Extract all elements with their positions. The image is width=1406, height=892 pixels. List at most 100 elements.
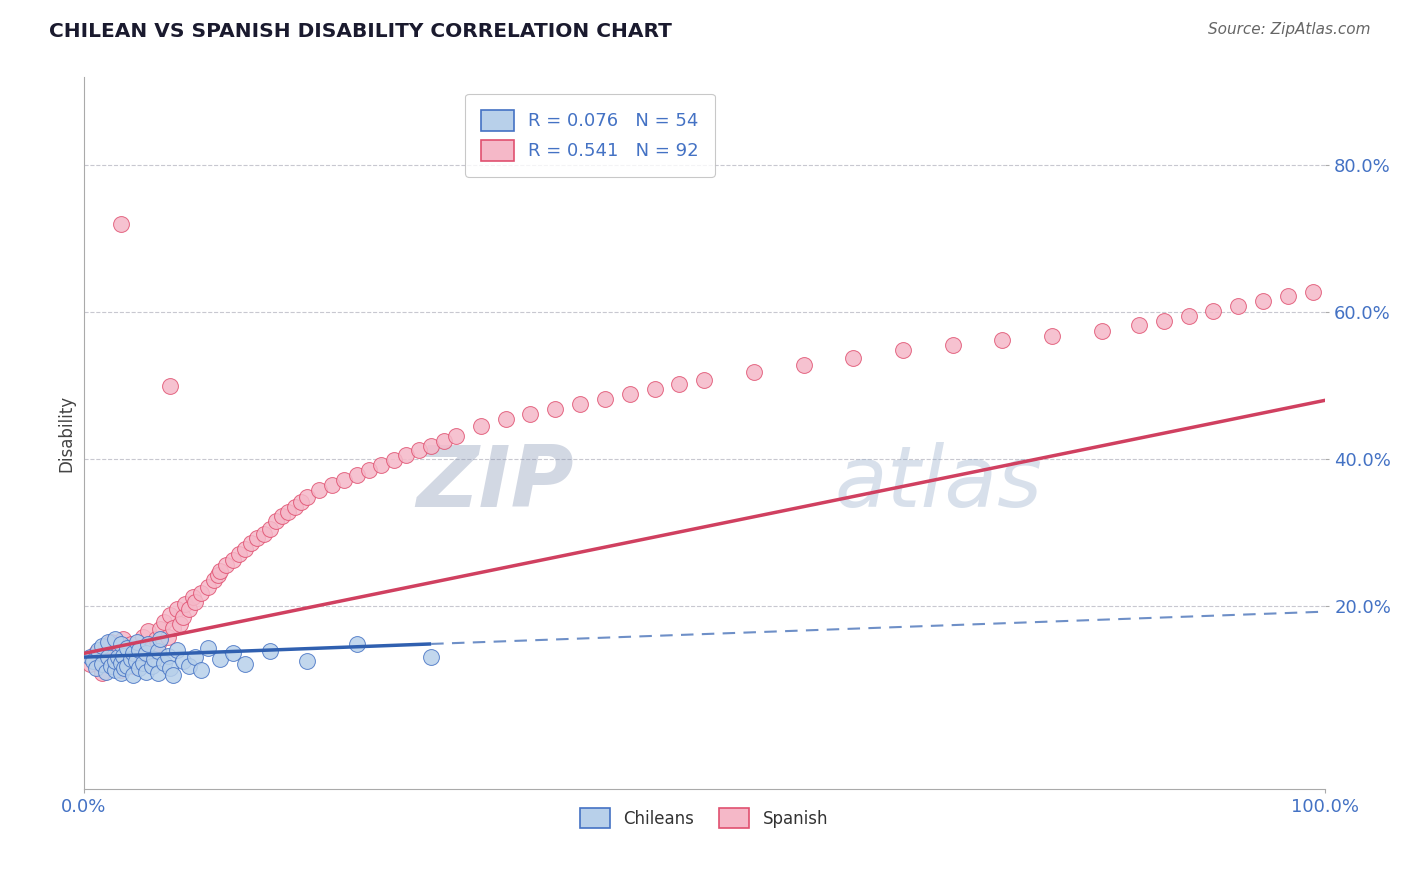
Point xyxy=(321,477,343,491)
Point xyxy=(177,602,200,616)
Point xyxy=(159,661,181,675)
Point xyxy=(190,585,212,599)
Point xyxy=(143,651,166,665)
Point xyxy=(495,411,517,425)
Point xyxy=(215,558,238,573)
Point xyxy=(1302,285,1324,299)
Point xyxy=(156,648,179,663)
Point xyxy=(1251,294,1274,309)
Point xyxy=(122,659,145,673)
Point xyxy=(190,664,212,678)
Point xyxy=(97,650,120,665)
Point xyxy=(110,664,132,678)
Point xyxy=(135,665,157,679)
Point xyxy=(346,637,368,651)
Point xyxy=(136,637,159,651)
Point xyxy=(470,419,492,434)
Point xyxy=(115,659,138,673)
Point xyxy=(100,635,122,649)
Point xyxy=(1277,289,1299,303)
Point xyxy=(619,387,641,401)
Point xyxy=(110,656,132,670)
Point xyxy=(544,402,567,417)
Point xyxy=(172,654,194,668)
Point xyxy=(103,654,125,668)
Point xyxy=(519,407,541,421)
Point xyxy=(153,656,176,670)
Point xyxy=(107,642,129,657)
Point xyxy=(284,500,307,514)
Point xyxy=(420,439,443,453)
Point xyxy=(122,668,145,682)
Point xyxy=(290,494,312,508)
Point xyxy=(172,609,194,624)
Point xyxy=(184,650,207,665)
Point xyxy=(94,665,117,679)
Point xyxy=(166,642,188,657)
Point xyxy=(110,637,132,651)
Text: atlas: atlas xyxy=(835,442,1043,524)
Point xyxy=(842,351,865,365)
Point xyxy=(370,458,392,472)
Point xyxy=(97,635,120,649)
Point xyxy=(382,453,405,467)
Point xyxy=(644,382,666,396)
Point xyxy=(569,397,592,411)
Point xyxy=(162,621,184,635)
Point xyxy=(295,654,318,668)
Point xyxy=(207,568,229,582)
Point xyxy=(103,659,125,673)
Text: Source: ZipAtlas.com: Source: ZipAtlas.com xyxy=(1208,22,1371,37)
Text: CHILEAN VS SPANISH DISABILITY CORRELATION CHART: CHILEAN VS SPANISH DISABILITY CORRELATIO… xyxy=(49,22,672,41)
Point xyxy=(197,641,219,656)
Point xyxy=(120,637,142,651)
Point xyxy=(114,661,136,675)
Point xyxy=(408,443,430,458)
Point xyxy=(1177,309,1199,323)
Point xyxy=(145,632,167,646)
Point xyxy=(100,659,122,673)
Point xyxy=(252,526,274,541)
Y-axis label: Disability: Disability xyxy=(58,395,75,472)
Point xyxy=(1128,318,1150,333)
Point xyxy=(166,602,188,616)
Point xyxy=(308,483,330,497)
Point xyxy=(124,654,146,668)
Point xyxy=(87,642,110,657)
Point xyxy=(346,468,368,483)
Point xyxy=(1091,324,1114,338)
Point xyxy=(84,647,107,661)
Point xyxy=(432,434,454,448)
Point xyxy=(122,647,145,661)
Point xyxy=(991,333,1014,347)
Legend: Chileans, Spanish: Chileans, Spanish xyxy=(574,802,835,834)
Point xyxy=(1153,314,1175,328)
Point xyxy=(153,615,176,629)
Point xyxy=(84,661,107,675)
Point xyxy=(162,668,184,682)
Point xyxy=(103,664,125,678)
Point xyxy=(420,650,443,665)
Point xyxy=(136,624,159,639)
Point xyxy=(1040,328,1063,343)
Point xyxy=(593,392,616,406)
Point xyxy=(91,666,114,681)
Point xyxy=(94,639,117,653)
Point xyxy=(135,647,157,661)
Point xyxy=(174,597,197,611)
Point xyxy=(221,647,243,661)
Point xyxy=(141,641,163,656)
Point xyxy=(79,657,101,672)
Point xyxy=(184,595,207,609)
Point xyxy=(333,473,356,487)
Point xyxy=(793,358,815,372)
Point xyxy=(132,630,155,644)
Point xyxy=(742,366,765,380)
Point xyxy=(110,217,132,231)
Point xyxy=(159,607,181,622)
Point xyxy=(277,505,299,519)
Point xyxy=(240,536,263,550)
Point xyxy=(1227,299,1250,313)
Point xyxy=(91,639,114,653)
Point xyxy=(259,522,281,536)
